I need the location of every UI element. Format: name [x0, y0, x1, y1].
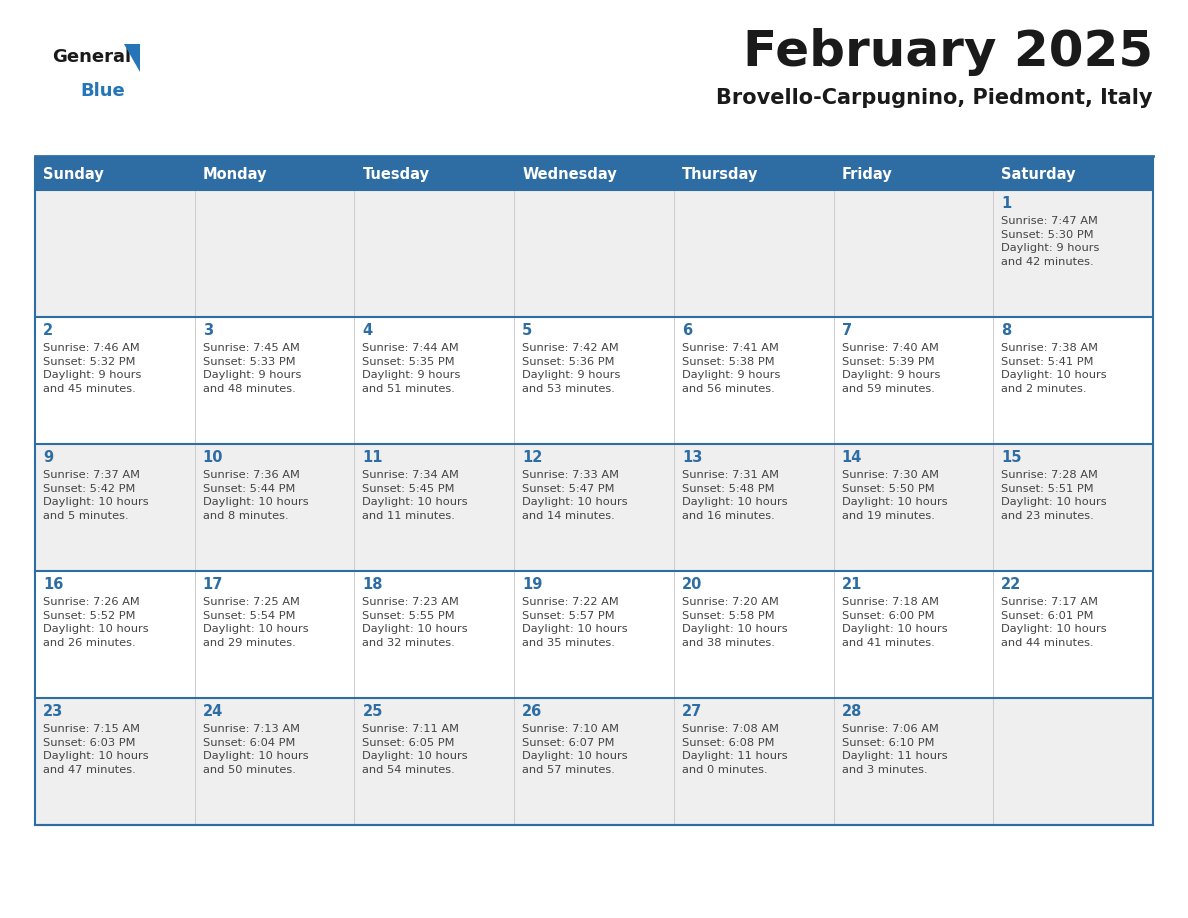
Text: 25: 25: [362, 704, 383, 719]
Text: 20: 20: [682, 577, 702, 592]
Text: Friday: Friday: [841, 166, 892, 182]
Text: Sunrise: 7:42 AM
Sunset: 5:36 PM
Daylight: 9 hours
and 53 minutes.: Sunrise: 7:42 AM Sunset: 5:36 PM Dayligh…: [523, 343, 620, 394]
Text: 24: 24: [203, 704, 223, 719]
Text: Sunrise: 7:13 AM
Sunset: 6:04 PM
Daylight: 10 hours
and 50 minutes.: Sunrise: 7:13 AM Sunset: 6:04 PM Dayligh…: [203, 724, 309, 775]
Text: February 2025: February 2025: [742, 28, 1154, 76]
Text: Sunrise: 7:26 AM
Sunset: 5:52 PM
Daylight: 10 hours
and 26 minutes.: Sunrise: 7:26 AM Sunset: 5:52 PM Dayligh…: [43, 597, 148, 648]
Text: Sunrise: 7:44 AM
Sunset: 5:35 PM
Daylight: 9 hours
and 51 minutes.: Sunrise: 7:44 AM Sunset: 5:35 PM Dayligh…: [362, 343, 461, 394]
Text: 12: 12: [523, 450, 543, 465]
Text: Sunrise: 7:45 AM
Sunset: 5:33 PM
Daylight: 9 hours
and 48 minutes.: Sunrise: 7:45 AM Sunset: 5:33 PM Dayligh…: [203, 343, 301, 394]
Text: General: General: [52, 48, 131, 66]
Text: 26: 26: [523, 704, 543, 719]
Text: 15: 15: [1001, 450, 1022, 465]
Text: Sunrise: 7:15 AM
Sunset: 6:03 PM
Daylight: 10 hours
and 47 minutes.: Sunrise: 7:15 AM Sunset: 6:03 PM Dayligh…: [43, 724, 148, 775]
Text: Sunrise: 7:38 AM
Sunset: 5:41 PM
Daylight: 10 hours
and 2 minutes.: Sunrise: 7:38 AM Sunset: 5:41 PM Dayligh…: [1001, 343, 1107, 394]
Text: 8: 8: [1001, 323, 1011, 338]
Text: Sunrise: 7:40 AM
Sunset: 5:39 PM
Daylight: 9 hours
and 59 minutes.: Sunrise: 7:40 AM Sunset: 5:39 PM Dayligh…: [841, 343, 940, 394]
Text: Sunrise: 7:18 AM
Sunset: 6:00 PM
Daylight: 10 hours
and 41 minutes.: Sunrise: 7:18 AM Sunset: 6:00 PM Dayligh…: [841, 597, 947, 648]
Text: Sunrise: 7:37 AM
Sunset: 5:42 PM
Daylight: 10 hours
and 5 minutes.: Sunrise: 7:37 AM Sunset: 5:42 PM Dayligh…: [43, 470, 148, 521]
Text: Sunrise: 7:23 AM
Sunset: 5:55 PM
Daylight: 10 hours
and 32 minutes.: Sunrise: 7:23 AM Sunset: 5:55 PM Dayligh…: [362, 597, 468, 648]
Text: Sunrise: 7:30 AM
Sunset: 5:50 PM
Daylight: 10 hours
and 19 minutes.: Sunrise: 7:30 AM Sunset: 5:50 PM Dayligh…: [841, 470, 947, 521]
Bar: [34, 444, 1154, 571]
Text: Sunrise: 7:46 AM
Sunset: 5:32 PM
Daylight: 9 hours
and 45 minutes.: Sunrise: 7:46 AM Sunset: 5:32 PM Dayligh…: [43, 343, 141, 394]
Text: Monday: Monday: [203, 166, 267, 182]
Text: 1: 1: [1001, 196, 1011, 211]
Text: Wednesday: Wednesday: [523, 166, 617, 182]
Text: 4: 4: [362, 323, 373, 338]
Text: 28: 28: [841, 704, 862, 719]
Text: 19: 19: [523, 577, 543, 592]
Text: 21: 21: [841, 577, 862, 592]
Text: 17: 17: [203, 577, 223, 592]
Bar: [34, 698, 1154, 825]
Text: Sunrise: 7:33 AM
Sunset: 5:47 PM
Daylight: 10 hours
and 14 minutes.: Sunrise: 7:33 AM Sunset: 5:47 PM Dayligh…: [523, 470, 627, 521]
Bar: [34, 190, 1154, 317]
Text: 22: 22: [1001, 577, 1022, 592]
Text: 16: 16: [43, 577, 63, 592]
Text: Sunrise: 7:31 AM
Sunset: 5:48 PM
Daylight: 10 hours
and 16 minutes.: Sunrise: 7:31 AM Sunset: 5:48 PM Dayligh…: [682, 470, 788, 521]
Text: Blue: Blue: [80, 82, 125, 100]
Text: Sunday: Sunday: [43, 166, 103, 182]
Bar: [34, 158, 1154, 190]
Text: Brovello-Carpugnino, Piedmont, Italy: Brovello-Carpugnino, Piedmont, Italy: [716, 88, 1154, 108]
Text: 6: 6: [682, 323, 691, 338]
Bar: [34, 571, 1154, 698]
Bar: [34, 158, 1154, 825]
Text: 2: 2: [43, 323, 53, 338]
Text: Sunrise: 7:11 AM
Sunset: 6:05 PM
Daylight: 10 hours
and 54 minutes.: Sunrise: 7:11 AM Sunset: 6:05 PM Dayligh…: [362, 724, 468, 775]
Text: Saturday: Saturday: [1001, 166, 1076, 182]
Text: 11: 11: [362, 450, 383, 465]
Text: Sunrise: 7:22 AM
Sunset: 5:57 PM
Daylight: 10 hours
and 35 minutes.: Sunrise: 7:22 AM Sunset: 5:57 PM Dayligh…: [523, 597, 627, 648]
Text: Sunrise: 7:08 AM
Sunset: 6:08 PM
Daylight: 11 hours
and 0 minutes.: Sunrise: 7:08 AM Sunset: 6:08 PM Dayligh…: [682, 724, 788, 775]
Text: 9: 9: [43, 450, 53, 465]
Text: 23: 23: [43, 704, 63, 719]
Text: Sunrise: 7:25 AM
Sunset: 5:54 PM
Daylight: 10 hours
and 29 minutes.: Sunrise: 7:25 AM Sunset: 5:54 PM Dayligh…: [203, 597, 309, 648]
Text: 7: 7: [841, 323, 852, 338]
Text: Tuesday: Tuesday: [362, 166, 429, 182]
Text: Sunrise: 7:28 AM
Sunset: 5:51 PM
Daylight: 10 hours
and 23 minutes.: Sunrise: 7:28 AM Sunset: 5:51 PM Dayligh…: [1001, 470, 1107, 521]
Text: Sunrise: 7:41 AM
Sunset: 5:38 PM
Daylight: 9 hours
and 56 minutes.: Sunrise: 7:41 AM Sunset: 5:38 PM Dayligh…: [682, 343, 781, 394]
Text: Sunrise: 7:17 AM
Sunset: 6:01 PM
Daylight: 10 hours
and 44 minutes.: Sunrise: 7:17 AM Sunset: 6:01 PM Dayligh…: [1001, 597, 1107, 648]
Text: 10: 10: [203, 450, 223, 465]
Text: Sunrise: 7:06 AM
Sunset: 6:10 PM
Daylight: 11 hours
and 3 minutes.: Sunrise: 7:06 AM Sunset: 6:10 PM Dayligh…: [841, 724, 947, 775]
Text: 3: 3: [203, 323, 213, 338]
Text: Sunrise: 7:47 AM
Sunset: 5:30 PM
Daylight: 9 hours
and 42 minutes.: Sunrise: 7:47 AM Sunset: 5:30 PM Dayligh…: [1001, 216, 1100, 267]
Text: 14: 14: [841, 450, 862, 465]
Text: Sunrise: 7:36 AM
Sunset: 5:44 PM
Daylight: 10 hours
and 8 minutes.: Sunrise: 7:36 AM Sunset: 5:44 PM Dayligh…: [203, 470, 309, 521]
Text: Sunrise: 7:34 AM
Sunset: 5:45 PM
Daylight: 10 hours
and 11 minutes.: Sunrise: 7:34 AM Sunset: 5:45 PM Dayligh…: [362, 470, 468, 521]
Text: Sunrise: 7:10 AM
Sunset: 6:07 PM
Daylight: 10 hours
and 57 minutes.: Sunrise: 7:10 AM Sunset: 6:07 PM Dayligh…: [523, 724, 627, 775]
Bar: [34, 317, 1154, 444]
Text: Thursday: Thursday: [682, 166, 758, 182]
Text: 5: 5: [523, 323, 532, 338]
Polygon shape: [124, 44, 140, 72]
Text: 27: 27: [682, 704, 702, 719]
Text: 18: 18: [362, 577, 383, 592]
Text: 13: 13: [682, 450, 702, 465]
Text: Sunrise: 7:20 AM
Sunset: 5:58 PM
Daylight: 10 hours
and 38 minutes.: Sunrise: 7:20 AM Sunset: 5:58 PM Dayligh…: [682, 597, 788, 648]
